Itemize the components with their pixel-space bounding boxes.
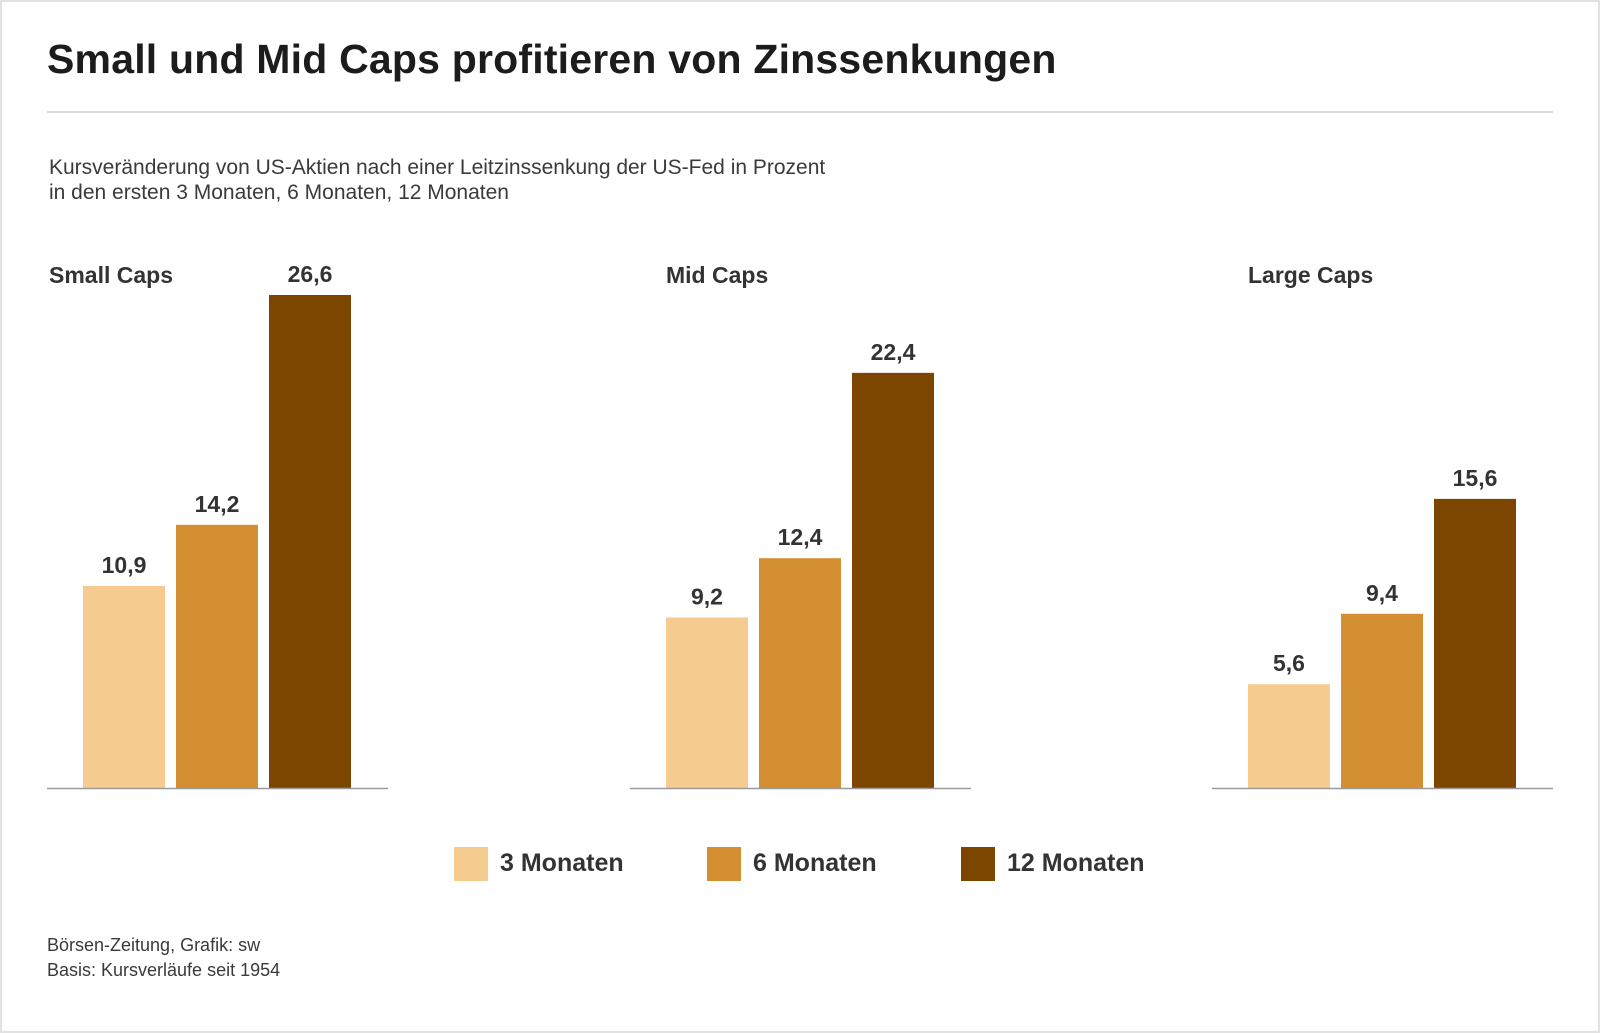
chart-title: Small und Mid Caps profitieren von Zinss… xyxy=(47,36,1057,82)
bar-mid-caps-6_monaten xyxy=(759,558,841,788)
group-label-large-caps: Large Caps xyxy=(1248,262,1373,288)
basis-note: Basis: Kursverläufe seit 1954 xyxy=(47,960,281,980)
title-divider xyxy=(47,111,1553,113)
chart-subtitle-line-2: in den ersten 3 Monaten, 6 Monaten, 12 M… xyxy=(49,181,509,204)
bar-large-caps-3_monaten xyxy=(1248,684,1330,788)
legend-swatch-6-monaten xyxy=(707,847,741,881)
data-label-large-caps-6_monaten: 9,4 xyxy=(1366,580,1398,606)
bar-small-caps-3_monaten xyxy=(83,585,165,788)
bar-small-caps-12_monaten xyxy=(269,295,351,788)
legend-label-6-monaten: 6 Monaten xyxy=(753,849,877,877)
group-label-small-caps: Small Caps xyxy=(49,262,173,288)
data-label-small-caps-3_monaten: 10,9 xyxy=(102,552,147,578)
bar-mid-caps-3_monaten xyxy=(666,617,748,788)
data-label-large-caps-3_monaten: 5,6 xyxy=(1273,650,1305,676)
group-label-mid-caps: Mid Caps xyxy=(666,262,768,288)
legend-label-12-monaten: 12 Monaten xyxy=(1007,849,1145,877)
data-label-mid-caps-12_monaten: 22,4 xyxy=(871,339,916,365)
legend-label-3-monaten: 3 Monaten xyxy=(500,849,624,877)
bar-mid-caps-12_monaten xyxy=(852,372,934,788)
source-note: Börsen-Zeitung, Grafik: sw xyxy=(47,935,261,955)
bar-small-caps-6_monaten xyxy=(176,524,258,788)
legend-swatch-3-monaten xyxy=(454,847,488,881)
chart-subtitle-line-1: Kursveränderung von US-Aktien nach einer… xyxy=(49,156,826,179)
bar-large-caps-6_monaten xyxy=(1341,613,1423,788)
data-label-small-caps-12_monaten: 26,6 xyxy=(288,261,333,287)
bar-large-caps-12_monaten xyxy=(1434,498,1516,788)
data-label-small-caps-6_monaten: 14,2 xyxy=(195,491,240,517)
data-label-large-caps-12_monaten: 15,6 xyxy=(1453,465,1498,491)
data-label-mid-caps-3_monaten: 9,2 xyxy=(691,583,723,609)
legend-swatch-12-monaten xyxy=(961,847,995,881)
data-label-mid-caps-6_monaten: 12,4 xyxy=(778,524,823,550)
